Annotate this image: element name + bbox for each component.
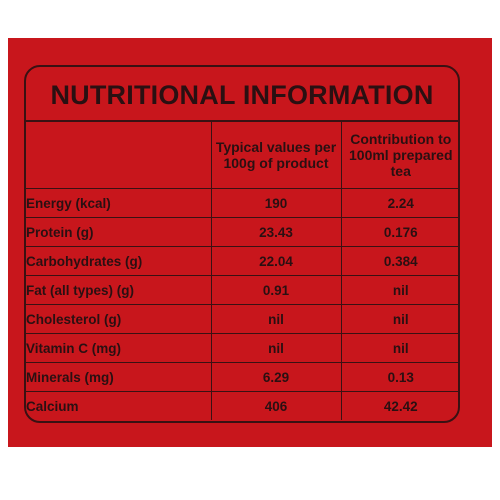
table-row: Vitamin C (mg) nil nil bbox=[26, 333, 458, 363]
nutrition-title: NUTRITIONAL INFORMATION bbox=[26, 67, 458, 122]
table-row: Minerals (mg) 6.29 0.13 bbox=[26, 362, 458, 392]
per-100ml-value: nil bbox=[340, 304, 458, 334]
nutrient-name: Vitamin C (mg) bbox=[26, 333, 212, 363]
nutrient-name: Calcium bbox=[26, 391, 212, 420]
nutrient-name: Cholesterol (g) bbox=[26, 304, 212, 334]
per-100g-value: nil bbox=[210, 304, 342, 334]
per-100ml-value: 0.384 bbox=[340, 246, 458, 276]
nutrient-name: Protein (g) bbox=[26, 217, 212, 247]
per-100ml-value: 0.13 bbox=[340, 362, 458, 392]
per-100ml-value: nil bbox=[340, 275, 458, 305]
table-row: Calcium 406 42.42 bbox=[26, 391, 458, 420]
per-100ml-value: 42.42 bbox=[340, 391, 458, 420]
nutrient-name: Minerals (mg) bbox=[26, 362, 212, 392]
per-100g-value: 6.29 bbox=[210, 362, 342, 392]
nutrient-name: Fat (all types) (g) bbox=[26, 275, 212, 305]
nutrient-name: Energy (kcal) bbox=[26, 188, 212, 218]
per-100g-value: 0.91 bbox=[210, 275, 342, 305]
table-row: Protein (g) 23.43 0.176 bbox=[26, 217, 458, 247]
per-100g-value: nil bbox=[210, 333, 342, 363]
per-100g-value: 406 bbox=[210, 391, 342, 420]
table-row: Cholesterol (g) nil nil bbox=[26, 304, 458, 334]
table-row: Carbohydrates (g) 22.04 0.384 bbox=[26, 246, 458, 276]
table-header-row: Typical values per 100g of product Contr… bbox=[26, 122, 458, 189]
per-100ml-value: 2.24 bbox=[340, 188, 458, 218]
nutrition-label: NUTRITIONAL INFORMATION Typical values p… bbox=[24, 65, 460, 423]
table-row: Fat (all types) (g) 0.91 nil bbox=[26, 275, 458, 305]
nutrient-column-header bbox=[26, 122, 212, 189]
per-100g-value: 23.43 bbox=[210, 217, 342, 247]
table-row: Energy (kcal) 190 2.24 bbox=[26, 188, 458, 218]
per-100g-column-header: Typical values per 100g of product bbox=[210, 122, 342, 189]
per-100g-value: 190 bbox=[210, 188, 342, 218]
nutrient-name: Carbohydrates (g) bbox=[26, 246, 212, 276]
nutrition-table: Typical values per 100g of product Contr… bbox=[26, 122, 458, 420]
per-100ml-column-header: Contribution to 100ml prepared tea bbox=[340, 122, 458, 189]
per-100g-value: 22.04 bbox=[210, 246, 342, 276]
per-100ml-value: nil bbox=[340, 333, 458, 363]
per-100ml-value: 0.176 bbox=[340, 217, 458, 247]
